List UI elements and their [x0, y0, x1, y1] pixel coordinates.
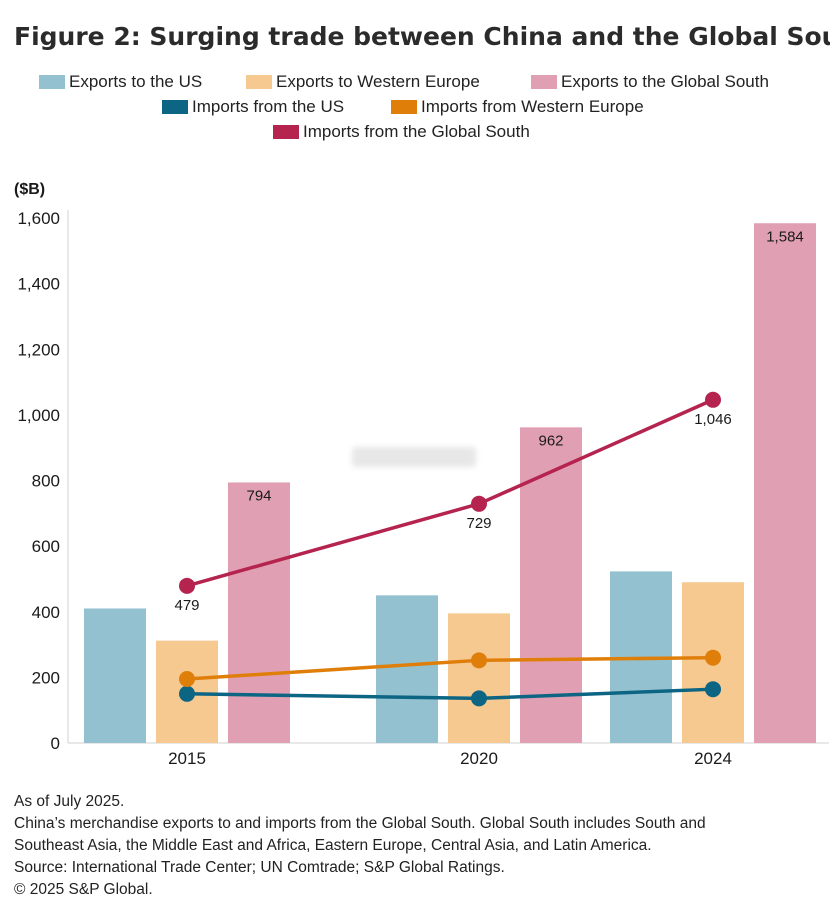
- series-point: [471, 690, 487, 707]
- legend-item-imports-us: Imports from the US: [162, 97, 344, 117]
- bar-data-label: 1,584: [766, 228, 804, 245]
- bar: [228, 482, 290, 743]
- y-tick-label: 1,000: [17, 406, 60, 425]
- series-point: [471, 495, 487, 512]
- chart-notes: As of July 2025. China’s merchandise exp…: [14, 791, 819, 901]
- series-point: [179, 685, 195, 702]
- note-line: China’s merchandise exports to and impor…: [14, 815, 706, 832]
- y-tick-label: 0: [51, 734, 60, 753]
- note-line: Southeast Asia, the Middle East and Afri…: [14, 837, 652, 854]
- trade-chart: ($B) 0 200 400 600 800 1,000 1,200 1,400 1,600 794…: [14, 181, 829, 768]
- y-tick-label: 600: [32, 537, 60, 556]
- legend-swatch: [39, 75, 65, 89]
- y-axis-label: ($B): [14, 181, 45, 198]
- x-tick-label: 2015: [168, 749, 206, 768]
- bar: [448, 613, 510, 743]
- series-point: [471, 652, 487, 669]
- series-point: [705, 681, 721, 698]
- legend-swatch: [391, 100, 417, 114]
- blurred-watermark: [352, 447, 476, 467]
- y-tick-label: 400: [32, 603, 60, 622]
- legend-label: Exports to the US: [69, 72, 203, 91]
- x-tick-label: 2020: [460, 749, 498, 768]
- legend-item-exports-western-europe: Exports to Western Europe: [246, 72, 480, 92]
- legend-item-imports-global-south: Imports from the Global South: [273, 122, 530, 142]
- legend-label: Exports to Western Europe: [276, 72, 480, 91]
- legend-label: Imports from the Global South: [303, 122, 530, 141]
- legend-swatch: [531, 75, 557, 89]
- bar: [376, 595, 438, 743]
- legend-label: Imports from the US: [192, 97, 345, 116]
- series-point: [705, 391, 721, 408]
- legend-item-exports-global-south: Exports to the Global South: [531, 72, 769, 92]
- legend-label: Imports from Western Europe: [421, 97, 644, 116]
- note-line: As of July 2025.: [14, 793, 125, 810]
- y-tick-label: 1,600: [17, 209, 60, 228]
- bar: [754, 223, 816, 743]
- y-tick-label: 800: [32, 472, 60, 491]
- legend-swatch: [246, 75, 272, 89]
- series-point: [705, 649, 721, 666]
- series-point: [179, 577, 195, 594]
- y-tick-label: 1,200: [17, 340, 60, 359]
- series-point: [179, 671, 195, 688]
- point-data-label: 479: [174, 597, 199, 614]
- bar-data-label: 794: [246, 487, 271, 504]
- bar-data-label: 962: [538, 432, 563, 449]
- bar: [84, 608, 146, 743]
- legend-swatch: [273, 125, 299, 139]
- x-tick-label: 2024: [694, 749, 732, 768]
- y-tick-label: 200: [32, 668, 60, 687]
- legend-label: Exports to the Global South: [561, 72, 769, 91]
- legend-item-exports-us: Exports to the US: [39, 72, 202, 92]
- note-line: Source: International Trade Center; UN C…: [14, 859, 505, 876]
- note-line: © 2025 S&P Global.: [14, 881, 153, 898]
- point-data-label: 729: [466, 515, 491, 532]
- legend-item-imports-western-europe: Imports from Western Europe: [391, 97, 644, 117]
- y-tick-label: 1,400: [17, 275, 60, 294]
- legend-swatch: [162, 100, 188, 114]
- chart-title: Figure 2: Surging trade between China an…: [14, 22, 830, 51]
- point-data-label: 1,046: [694, 411, 732, 428]
